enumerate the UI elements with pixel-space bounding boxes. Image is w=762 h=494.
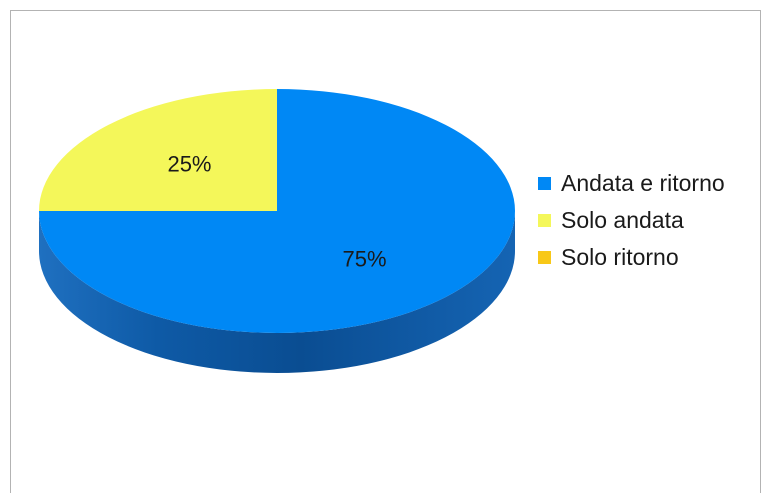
legend: Andata e ritorno Solo andata Solo ritorn…	[538, 165, 753, 276]
pie-sides	[39, 211, 515, 373]
pie-tops	[39, 89, 515, 333]
data-label-andata-e-ritorno: 75%	[342, 246, 386, 271]
legend-label-solo-ritorno: Solo ritorno	[561, 244, 679, 270]
legend-label-solo-andata: Solo andata	[561, 207, 684, 233]
legend-item: Solo ritorno	[538, 239, 753, 276]
legend-item: Andata e ritorno	[538, 165, 753, 202]
chart-area	[10, 10, 761, 493]
legend-item: Solo andata	[538, 202, 753, 239]
pie-labels: 75% 25%	[167, 152, 386, 272]
legend-swatch-solo-andata	[538, 214, 551, 227]
pie-slice-andata-e-ritorno-side	[39, 211, 515, 373]
data-label-solo-andata: 25%	[167, 152, 211, 177]
legend-swatch-andata-e-ritorno	[538, 177, 551, 190]
legend-label-andata-e-ritorno: Andata e ritorno	[561, 170, 725, 196]
pie-slice-solo-andata	[39, 89, 277, 211]
legend-swatch-solo-ritorno	[538, 251, 551, 264]
